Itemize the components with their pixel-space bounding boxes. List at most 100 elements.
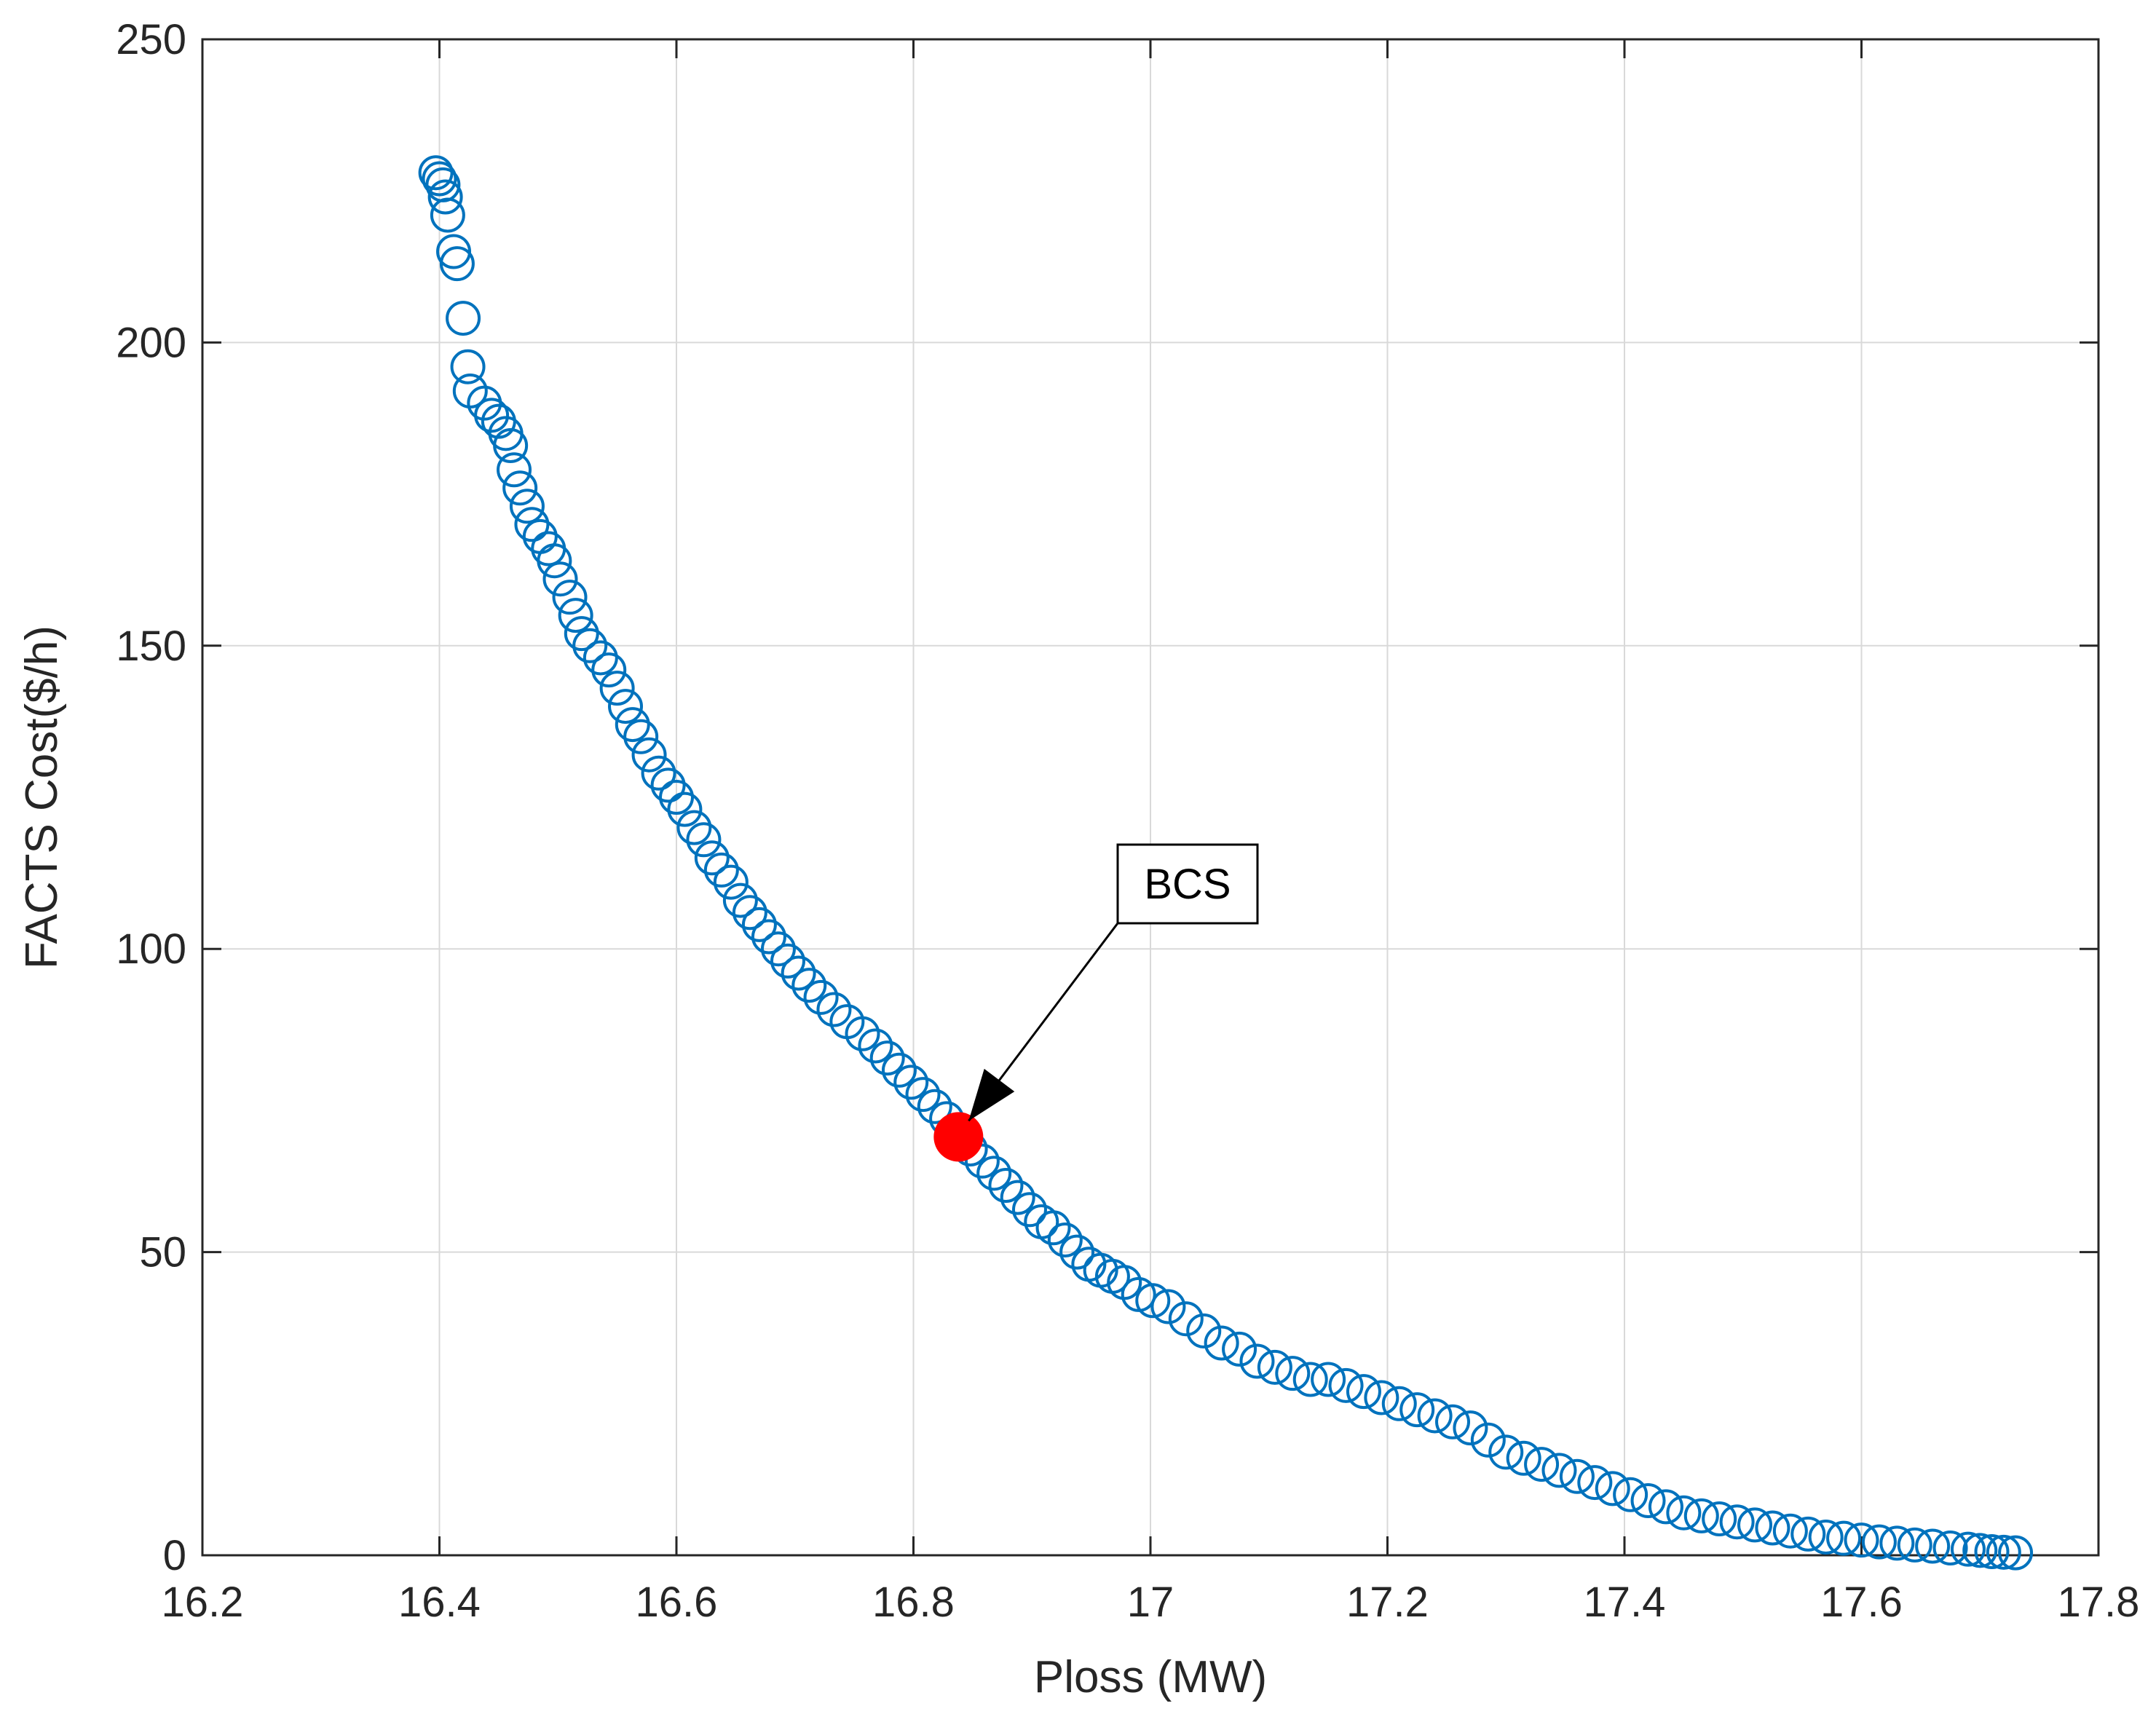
data-point bbox=[650, 767, 686, 803]
data-point bbox=[1998, 1535, 2034, 1571]
annotation: BCS bbox=[968, 843, 1259, 1122]
x-tick-label: 17 bbox=[1127, 1579, 1174, 1626]
data-point bbox=[572, 628, 608, 663]
data-point bbox=[1932, 1531, 1968, 1566]
data-point bbox=[474, 398, 510, 433]
data-point bbox=[1453, 1410, 1488, 1446]
data-point bbox=[1311, 1362, 1346, 1397]
x-tick-labels: 16.2 16.4 16.6 16.8 17 17.2 17.4 17.6 17.8 bbox=[162, 1579, 2140, 1626]
y-tick-label: 200 bbox=[116, 319, 186, 366]
data-point bbox=[1011, 1192, 1047, 1228]
data-point bbox=[1559, 1458, 1595, 1494]
y-tick-label: 150 bbox=[116, 623, 186, 670]
data-point bbox=[583, 640, 618, 676]
data-point bbox=[514, 507, 550, 542]
data-point bbox=[845, 1016, 880, 1051]
annotation-text: BCS bbox=[1144, 861, 1231, 908]
x-tick-label: 16.4 bbox=[398, 1579, 481, 1626]
data-point bbox=[439, 246, 475, 282]
data-point bbox=[988, 1167, 1024, 1203]
y-tick-label: 0 bbox=[163, 1532, 186, 1579]
data-point bbox=[869, 1040, 905, 1076]
data-point bbox=[552, 580, 588, 615]
data-point bbox=[760, 931, 796, 967]
data-point bbox=[1417, 1398, 1453, 1434]
data-point bbox=[803, 979, 839, 1015]
y-tick-label: 50 bbox=[139, 1229, 186, 1276]
data-point bbox=[694, 840, 730, 876]
data-point bbox=[1168, 1301, 1204, 1337]
highlight-point bbox=[933, 1112, 984, 1162]
data-point bbox=[1047, 1222, 1083, 1257]
data-point bbox=[881, 1052, 917, 1088]
x-tick-label: 17.8 bbox=[2058, 1579, 2140, 1626]
data-point bbox=[1364, 1380, 1399, 1415]
y-tick-label: 100 bbox=[116, 925, 186, 973]
data-point bbox=[905, 1077, 941, 1113]
data-point bbox=[1000, 1180, 1035, 1215]
data-point bbox=[1470, 1422, 1506, 1458]
data-point bbox=[631, 737, 667, 773]
data-point bbox=[1974, 1534, 2010, 1570]
data-points bbox=[418, 155, 2034, 1571]
data-point bbox=[791, 968, 827, 1003]
data-point bbox=[917, 1089, 952, 1124]
data-point bbox=[1399, 1392, 1435, 1428]
data-point bbox=[770, 943, 805, 979]
data-point bbox=[732, 895, 767, 931]
data-point bbox=[1915, 1528, 1951, 1564]
data-point bbox=[591, 652, 627, 688]
data-point bbox=[1222, 1331, 1257, 1367]
data-point bbox=[608, 689, 644, 724]
data-point bbox=[493, 427, 529, 463]
x-tick-label: 17.4 bbox=[1584, 1579, 1666, 1626]
data-point bbox=[1879, 1525, 1915, 1561]
x-tick-label: 17.6 bbox=[1820, 1579, 1903, 1626]
data-point bbox=[542, 561, 578, 597]
data-point bbox=[667, 791, 703, 827]
data-point bbox=[1648, 1489, 1683, 1525]
data-point bbox=[1150, 1289, 1186, 1324]
data-point bbox=[1826, 1520, 1862, 1556]
y-tick-labels: 0 50 100 150 200 250 bbox=[116, 16, 186, 1579]
data-point bbox=[1683, 1498, 1719, 1533]
data-point bbox=[1328, 1367, 1364, 1403]
data-point bbox=[1962, 1533, 1998, 1568]
data-point bbox=[703, 852, 739, 888]
data-point bbox=[1613, 1477, 1648, 1512]
data-point bbox=[1950, 1531, 1986, 1567]
data-point bbox=[1059, 1234, 1095, 1270]
data-point bbox=[623, 719, 659, 754]
data-point bbox=[751, 919, 786, 955]
data-point bbox=[976, 1156, 1012, 1191]
data-point bbox=[1035, 1210, 1071, 1246]
data-point bbox=[1844, 1523, 1879, 1558]
x-axis-label: Ploss (MW) bbox=[1034, 1652, 1267, 1702]
data-point bbox=[430, 197, 465, 233]
data-point bbox=[422, 161, 457, 197]
x-tick-label: 16.8 bbox=[872, 1579, 955, 1626]
annotation-arrowhead bbox=[968, 1068, 1015, 1121]
data-point bbox=[713, 864, 749, 900]
y-axis-label: FACTS Cost($/h) bbox=[17, 625, 67, 969]
x-tick-label: 16.6 bbox=[636, 1579, 718, 1626]
data-point bbox=[1702, 1501, 1737, 1537]
data-point bbox=[446, 301, 481, 336]
data-point bbox=[1381, 1386, 1417, 1421]
data-point bbox=[1239, 1343, 1275, 1379]
data-point bbox=[1790, 1516, 1826, 1552]
data-point bbox=[659, 780, 694, 815]
data-point bbox=[1986, 1534, 2021, 1570]
x-tick-label: 16.2 bbox=[162, 1579, 244, 1626]
data-point bbox=[1257, 1349, 1292, 1385]
data-point bbox=[427, 179, 463, 215]
data-point bbox=[450, 349, 486, 384]
data-point bbox=[558, 598, 593, 633]
data-point bbox=[1755, 1510, 1790, 1546]
data-point bbox=[509, 489, 545, 524]
data-point bbox=[1292, 1362, 1328, 1397]
data-point bbox=[1577, 1465, 1613, 1501]
data-point bbox=[1488, 1434, 1524, 1470]
data-point bbox=[1186, 1313, 1222, 1348]
